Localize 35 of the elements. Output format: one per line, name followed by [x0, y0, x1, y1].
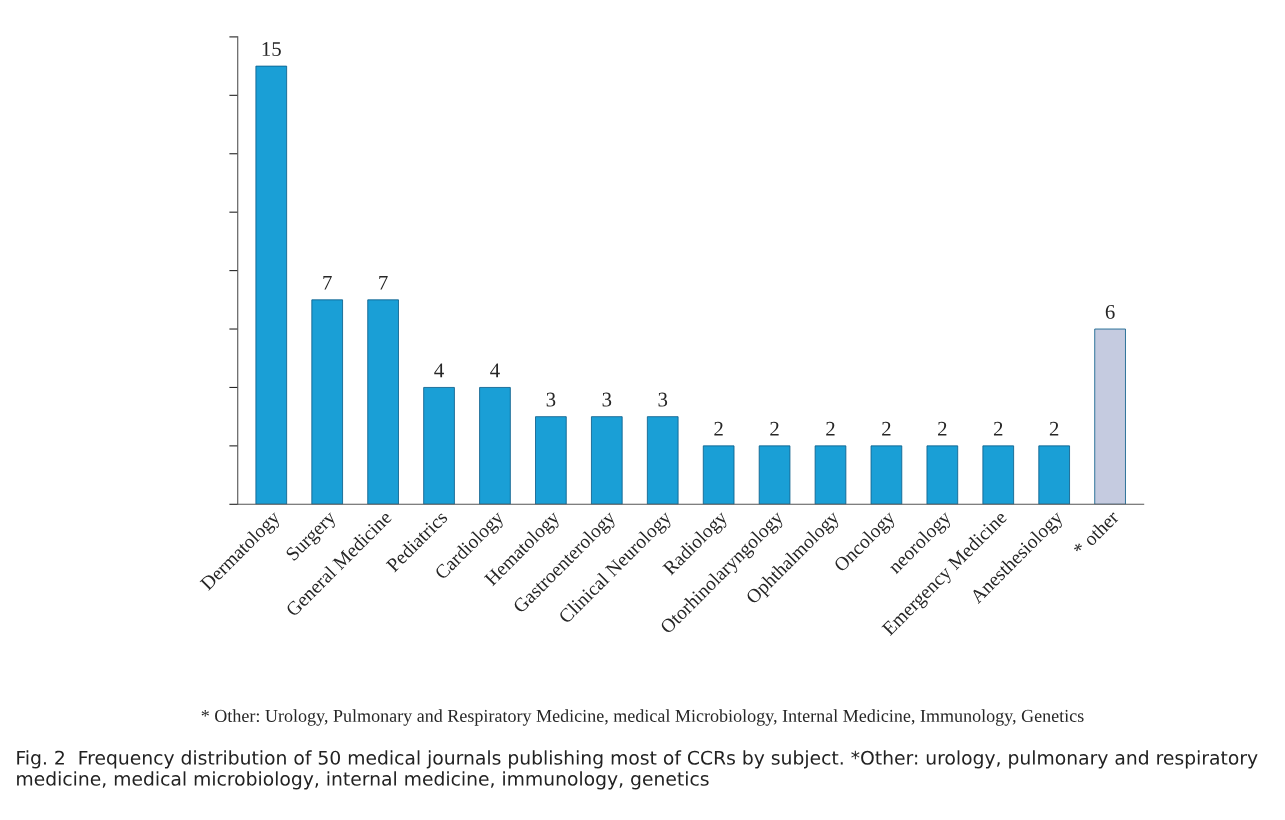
- bar: [311, 299, 343, 505]
- data-label: 2: [714, 421, 723, 436]
- data-label: 2: [938, 421, 947, 436]
- bar: [255, 65, 288, 505]
- data-label: 2: [882, 421, 891, 436]
- bar: [814, 445, 847, 505]
- data-label: 3: [602, 392, 612, 407]
- x-tick-label: * other: [1072, 509, 1120, 557]
- bar: [982, 445, 1015, 505]
- data-label: 6: [1105, 304, 1115, 319]
- bar: [1094, 328, 1126, 505]
- data-label: 2: [1049, 421, 1059, 436]
- bar: [367, 299, 399, 505]
- data-label: 4: [434, 363, 444, 378]
- data-label: 15: [262, 42, 281, 57]
- bar: [423, 387, 455, 505]
- bar: [1038, 445, 1070, 505]
- data-label: 3: [546, 392, 556, 407]
- data-label: 7: [323, 275, 332, 290]
- bar: [591, 416, 623, 505]
- data-label: 2: [770, 421, 779, 436]
- data-label: 2: [826, 421, 835, 436]
- bar: [479, 387, 511, 505]
- bar: [702, 445, 735, 505]
- data-label: 7: [379, 275, 388, 290]
- bar: [870, 445, 903, 505]
- data-label: 2: [993, 421, 1003, 436]
- bar: [926, 445, 959, 505]
- bar: [646, 416, 679, 505]
- caption: Fig. 2 Frequency distribution of 50 medical journals publishing most of CCRs by subject. *Other: urology, pulmonary and respiratory medicine, medical microbiology, internal medicine, immunology, genetics: [17, 750, 1258, 790]
- data-label: 4: [490, 363, 500, 378]
- bar: [535, 416, 567, 505]
- bar: [758, 445, 791, 505]
- text: * Other: Urology, Pulmonary and Respiratory Medicine, medical Microbiology, Internal Medicine, Immunology, Genetics: [201, 709, 1084, 726]
- data-label: 3: [658, 392, 668, 407]
